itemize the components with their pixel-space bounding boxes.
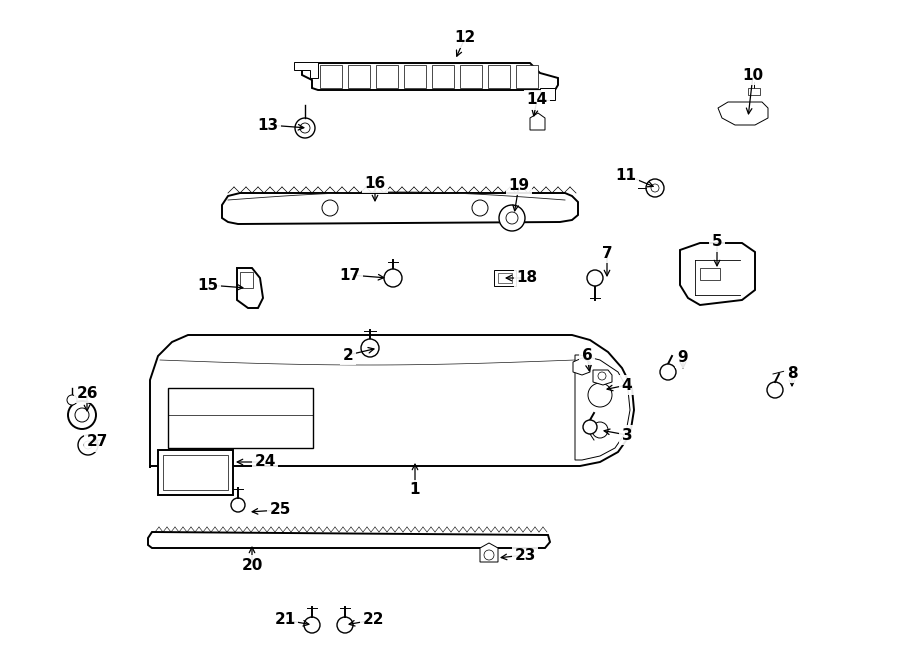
Text: 20: 20 — [241, 557, 263, 572]
Circle shape — [300, 123, 310, 133]
Text: 22: 22 — [362, 613, 383, 627]
Polygon shape — [222, 193, 578, 224]
Circle shape — [646, 179, 664, 197]
Circle shape — [68, 401, 96, 429]
Polygon shape — [540, 88, 555, 100]
Circle shape — [592, 422, 608, 438]
Text: 21: 21 — [274, 613, 295, 627]
Polygon shape — [488, 65, 510, 88]
Polygon shape — [530, 113, 545, 130]
Circle shape — [384, 269, 402, 287]
Polygon shape — [148, 532, 550, 548]
Text: 4: 4 — [622, 377, 633, 393]
Text: 14: 14 — [526, 93, 547, 108]
Text: 8: 8 — [787, 366, 797, 381]
Polygon shape — [348, 65, 370, 88]
Text: 5: 5 — [712, 235, 723, 249]
Polygon shape — [593, 370, 612, 385]
Circle shape — [67, 395, 77, 405]
Text: 26: 26 — [76, 385, 98, 401]
Circle shape — [337, 617, 353, 633]
Circle shape — [231, 498, 245, 512]
Text: 18: 18 — [517, 270, 537, 286]
Bar — [163, 455, 228, 490]
Circle shape — [295, 118, 315, 138]
Text: 9: 9 — [678, 350, 688, 366]
Text: 11: 11 — [616, 167, 636, 182]
Circle shape — [598, 372, 606, 380]
Polygon shape — [680, 243, 755, 305]
Text: 13: 13 — [257, 118, 279, 132]
Text: 19: 19 — [508, 178, 529, 192]
Circle shape — [660, 364, 676, 380]
Text: 10: 10 — [742, 67, 763, 83]
Text: 24: 24 — [255, 455, 275, 469]
Polygon shape — [320, 65, 342, 88]
Circle shape — [588, 383, 612, 407]
Text: 27: 27 — [86, 434, 108, 449]
Text: 3: 3 — [622, 428, 633, 442]
Circle shape — [587, 270, 603, 286]
Polygon shape — [150, 335, 634, 468]
Circle shape — [484, 550, 494, 560]
Polygon shape — [480, 543, 498, 562]
Circle shape — [767, 382, 783, 398]
Text: 25: 25 — [269, 502, 291, 518]
Circle shape — [322, 200, 338, 216]
Polygon shape — [240, 272, 253, 288]
Text: 17: 17 — [339, 268, 361, 282]
Polygon shape — [294, 62, 318, 78]
Circle shape — [84, 441, 92, 449]
Polygon shape — [573, 358, 590, 375]
Polygon shape — [748, 88, 760, 95]
Bar — [494, 270, 516, 286]
Polygon shape — [718, 102, 768, 125]
Circle shape — [75, 408, 89, 422]
Circle shape — [361, 339, 379, 357]
Polygon shape — [302, 63, 558, 90]
Text: 23: 23 — [514, 547, 536, 563]
Circle shape — [78, 435, 98, 455]
Circle shape — [472, 200, 488, 216]
Polygon shape — [575, 355, 630, 460]
Bar — [168, 388, 313, 448]
Bar — [498, 273, 512, 283]
Circle shape — [304, 617, 320, 633]
Polygon shape — [700, 268, 720, 280]
Polygon shape — [404, 65, 426, 88]
Bar — [158, 450, 233, 495]
Text: 7: 7 — [602, 245, 612, 260]
Text: 2: 2 — [343, 348, 354, 362]
Polygon shape — [237, 268, 263, 308]
Polygon shape — [432, 65, 454, 88]
Circle shape — [651, 184, 659, 192]
Polygon shape — [516, 65, 538, 88]
Circle shape — [499, 205, 525, 231]
Text: 6: 6 — [581, 348, 592, 362]
Text: 15: 15 — [197, 278, 219, 293]
Text: 1: 1 — [410, 483, 420, 498]
Text: 12: 12 — [454, 30, 475, 46]
Circle shape — [506, 212, 518, 224]
Polygon shape — [376, 65, 398, 88]
Text: 16: 16 — [364, 176, 385, 190]
Polygon shape — [460, 65, 482, 88]
Circle shape — [583, 420, 597, 434]
